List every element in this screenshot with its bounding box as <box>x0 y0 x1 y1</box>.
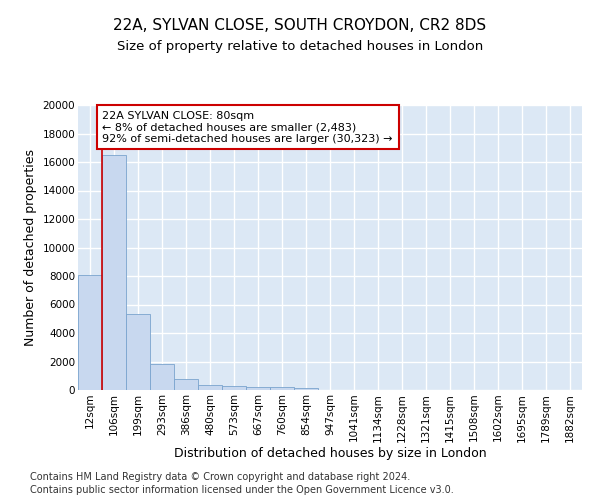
Bar <box>198 385 222 390</box>
Text: Size of property relative to detached houses in London: Size of property relative to detached ho… <box>117 40 483 53</box>
Bar <box>270 388 294 390</box>
Text: Contains HM Land Registry data © Crown copyright and database right 2024.: Contains HM Land Registry data © Crown c… <box>30 472 410 482</box>
Text: 22A SYLVAN CLOSE: 80sqm
← 8% of detached houses are smaller (2,483)
92% of semi-: 22A SYLVAN CLOSE: 80sqm ← 8% of detached… <box>103 110 393 144</box>
Y-axis label: Number of detached properties: Number of detached properties <box>24 149 37 346</box>
Bar <box>246 387 270 390</box>
Bar <box>294 388 318 390</box>
Bar <box>222 386 246 390</box>
Bar <box>102 155 126 390</box>
X-axis label: Distribution of detached houses by size in London: Distribution of detached houses by size … <box>173 447 487 460</box>
Bar <box>78 274 102 390</box>
Bar <box>126 314 150 390</box>
Text: 22A, SYLVAN CLOSE, SOUTH CROYDON, CR2 8DS: 22A, SYLVAN CLOSE, SOUTH CROYDON, CR2 8D… <box>113 18 487 32</box>
Bar <box>174 380 198 390</box>
Bar <box>150 364 174 390</box>
Text: Contains public sector information licensed under the Open Government Licence v3: Contains public sector information licen… <box>30 485 454 495</box>
